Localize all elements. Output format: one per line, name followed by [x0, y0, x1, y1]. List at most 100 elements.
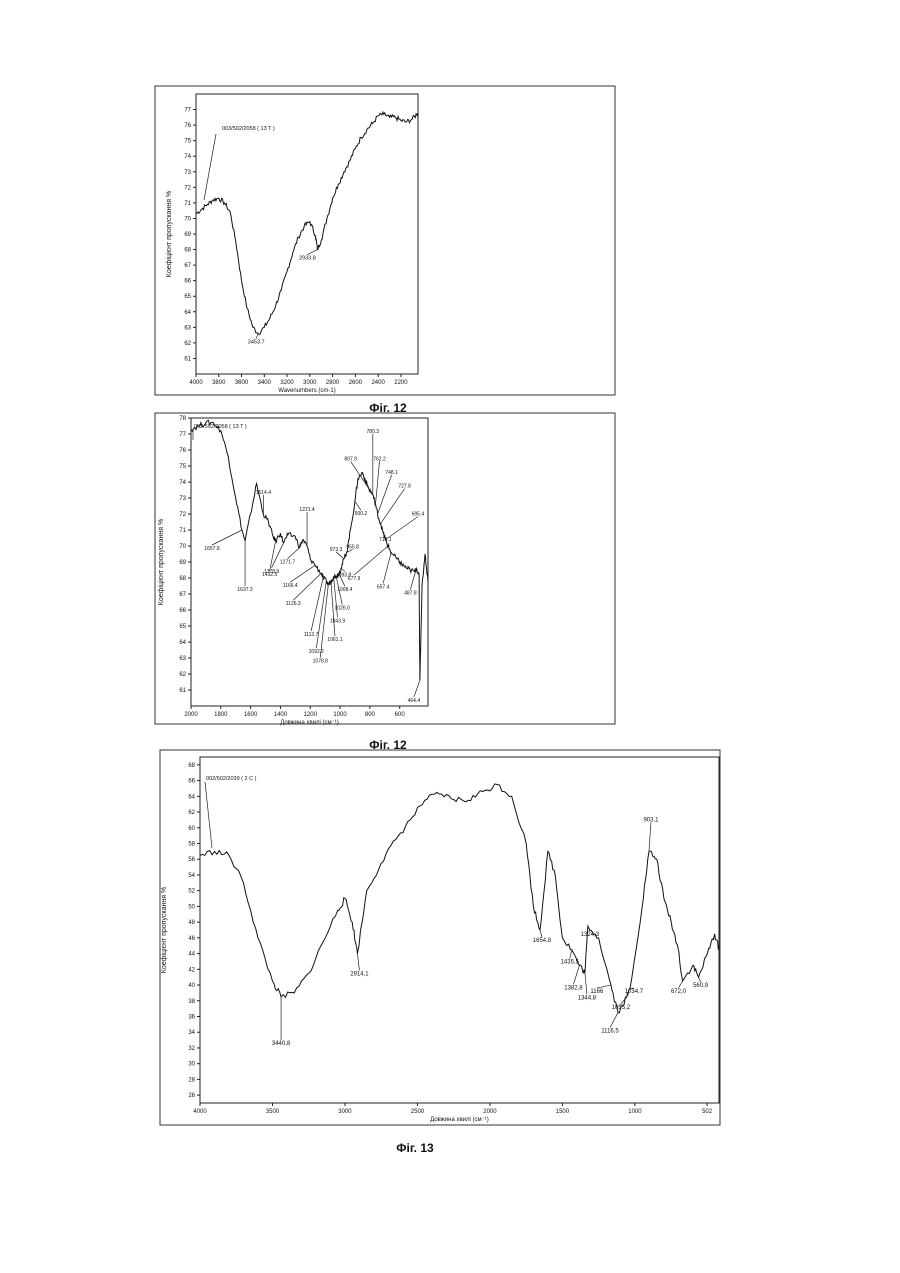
peak-label: 560,9: [693, 983, 709, 989]
peak-label: 1113.7: [304, 632, 319, 638]
peak-leader: [256, 334, 258, 339]
peak-label: 3440,8: [272, 1041, 291, 1047]
y-tick-label: 72: [184, 185, 191, 191]
y-tick-label: 30: [188, 1062, 195, 1068]
chart-frame: [160, 750, 720, 1125]
y-tick-label: 75: [184, 139, 191, 145]
y-tick-label: 62: [184, 341, 191, 347]
peak-leader: [351, 461, 369, 488]
peak-label: 780.3: [367, 429, 380, 435]
y-tick-label: 78: [179, 416, 186, 422]
peak-label: 973.3: [330, 547, 343, 553]
peak-leader: [588, 926, 590, 931]
peak-label: 1514.4: [256, 490, 272, 496]
peak-label: 2914,1: [350, 972, 369, 978]
y-tick-label: 69: [179, 560, 186, 566]
peak-label: 3453.7: [248, 340, 265, 346]
y-tick-label: 74: [179, 480, 186, 486]
spectrum-chart-3: 2628303234363840424446485052545658606264…: [160, 750, 720, 1155]
y-tick-label: 73: [184, 170, 191, 176]
peak-label: 487.8: [404, 590, 417, 596]
y-tick-label: 71: [184, 201, 191, 207]
x-tick-label: 2200: [394, 380, 408, 386]
y-tick-label: 60: [188, 826, 195, 832]
y-axis-label: Коефіцієнт пропускання %: [165, 191, 173, 277]
peak-label: 1061.1: [327, 637, 343, 643]
y-tick-label: 64: [188, 794, 195, 800]
peak-label: 677.9: [348, 576, 361, 582]
peak-label: 1378.9: [264, 569, 280, 575]
peak-label: 1092.2: [309, 649, 325, 655]
peak-label: 672,0: [671, 989, 687, 995]
peak-label: 1008.4: [337, 587, 353, 593]
y-tick-label: 67: [184, 263, 191, 269]
peak-leader: [341, 568, 345, 571]
peak-label: 710.1: [379, 537, 392, 543]
peak-leader: [385, 517, 418, 540]
peak-label: 1166.4: [283, 583, 298, 589]
y-tick-label: 62: [179, 672, 186, 678]
peak-leader: [381, 489, 405, 524]
peak-label: 1043.9: [330, 618, 346, 624]
spectrum-line: [196, 112, 418, 335]
peak-label: 1324,3: [581, 932, 600, 938]
spectrum-line: [200, 784, 719, 1013]
peak-label: 657.4: [377, 584, 390, 590]
plot-area: [191, 418, 428, 706]
y-tick-label: 72: [179, 512, 186, 518]
peak-leader: [290, 565, 315, 582]
y-tick-label: 68: [184, 248, 191, 254]
y-tick-label: 28: [188, 1077, 195, 1083]
peak-label: 1126.3: [286, 601, 301, 607]
peak-label: 1435,5: [561, 960, 580, 966]
y-tick-label: 63: [179, 656, 186, 662]
y-axis-label: Коефіцієнт пропускання %: [157, 519, 165, 605]
peak-label: 1654,8: [533, 938, 552, 944]
figure-caption: Фіг. 13: [396, 1141, 434, 1155]
y-tick-label: 46: [188, 936, 195, 942]
sample-label: 002/502/2058 ( 13 T ): [194, 424, 247, 430]
x-tick-label: 2000: [184, 712, 198, 718]
peak-label: 1657.8: [204, 546, 220, 552]
peak-label: 1055,2: [612, 1005, 631, 1011]
x-tick-label: 2000: [483, 1109, 497, 1115]
y-tick-label: 76: [179, 448, 186, 454]
y-tick-label: 38: [188, 999, 195, 1005]
y-tick-label: 42: [188, 967, 195, 973]
x-axis-label: Довжина хвилі (см⁻¹): [430, 1117, 489, 1123]
peak-label: 900.2: [355, 511, 368, 517]
y-tick-label: 44: [188, 952, 195, 958]
x-tick-label: 1800: [214, 712, 228, 718]
y-tick-label: 54: [188, 873, 195, 879]
y-tick-label: 77: [179, 432, 186, 438]
y-tick-label: 66: [184, 279, 191, 285]
x-axis-label: Довжина хвилі (см⁻¹): [280, 720, 339, 726]
peak-label: 1026.0: [335, 605, 351, 611]
peak-leader: [270, 541, 276, 571]
peak-leader: [376, 461, 380, 504]
x-tick-label: 4000: [189, 380, 203, 386]
sample-label: 002/502/2039 ( 2 C ): [206, 776, 257, 782]
x-tick-label: 2400: [371, 380, 385, 386]
x-tick-label: 3600: [235, 380, 249, 386]
peak-leader: [649, 822, 651, 851]
peak-label: 464.4: [408, 698, 421, 704]
plot-area: [200, 757, 719, 1103]
peak-leader: [357, 954, 359, 971]
x-tick-label: 3800: [212, 380, 226, 386]
peak-label: 1078.8: [313, 658, 329, 664]
x-tick-label: 2600: [349, 380, 363, 386]
peak-label: 903,1: [643, 817, 659, 823]
x-tick-label: 600: [395, 712, 406, 718]
y-tick-label: 70: [179, 544, 186, 550]
peak-leader: [212, 530, 242, 545]
peak-leader: [378, 475, 392, 514]
spectrum-chart-1: 6162636465666768697071727374757677400038…: [155, 86, 615, 415]
y-tick-label: 66: [188, 779, 195, 785]
y-tick-label: 52: [188, 889, 195, 895]
peak-leader: [699, 977, 701, 982]
y-tick-label: 36: [188, 1015, 195, 1021]
peak-label: 695.4: [412, 512, 425, 518]
y-tick-label: 64: [184, 310, 191, 316]
